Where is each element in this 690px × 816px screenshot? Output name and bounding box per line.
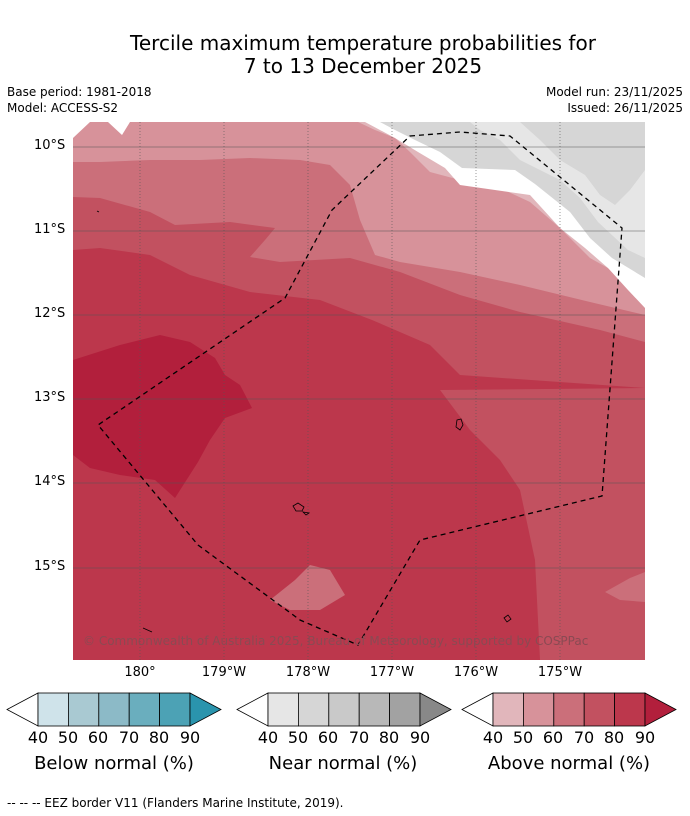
lon-label: 179°W: [201, 665, 247, 680]
above-70-region-south: [440, 388, 645, 660]
meta-right: Model run: 23/11/2025 Issued: 26/11/2025: [546, 84, 683, 116]
tick-label: 50: [287, 728, 309, 747]
tick-label: 70: [348, 728, 370, 747]
issued-date: Issued: 26/11/2025: [567, 101, 683, 115]
above-colorbar-max-arrow: [644, 692, 677, 727]
lat-label: 12°S: [34, 306, 66, 321]
title-line-1: Tercile maximum temperature probabilitie…: [130, 31, 596, 55]
above-60-patch-southeast: [605, 572, 645, 602]
tick-label: 90: [634, 728, 656, 747]
tick-label: 60: [317, 728, 339, 747]
tick-label: 80: [603, 728, 625, 747]
tick-label: 40: [482, 728, 504, 747]
base-period: Base period: 1981-2018: [7, 85, 152, 99]
above-colorbar-segment: [492, 692, 524, 727]
lat-label: 15°S: [34, 559, 66, 574]
tick-label: 50: [57, 728, 79, 747]
near-colorbar-segment: [389, 692, 421, 727]
eez-legend-footer: -- -- -- EEZ border V11 (Flanders Marine…: [7, 796, 344, 810]
below-colorbar-min-arrow: [6, 692, 39, 727]
lon-label: 180°: [124, 665, 156, 680]
lon-label: 176°W: [453, 665, 499, 680]
near-normal-core: [520, 122, 645, 205]
above-colorbar-segment: [614, 692, 646, 727]
lon-label: 175°W: [537, 665, 583, 680]
gridlines: [73, 122, 645, 660]
model-run: Model run: 23/11/2025: [545, 85, 683, 99]
island: [142, 627, 153, 633]
near-normal-title: Near normal (%): [268, 753, 418, 774]
above-colorbar-segment: [523, 692, 555, 727]
tick-label: 80: [148, 728, 170, 747]
near-colorbar-min-arrow: [236, 692, 269, 727]
near-colorbar-segment: [358, 692, 391, 727]
island: [455, 418, 464, 431]
white-notch: [73, 122, 90, 138]
near-colorbar-segment: [267, 692, 299, 727]
below-colorbar-segment: [68, 692, 100, 727]
near-colorbar-segment: [328, 692, 360, 727]
lon-label: 178°W: [285, 665, 331, 680]
below-colorbar-segment: [37, 692, 69, 727]
above-60-patch-south: [270, 565, 345, 610]
island: [292, 502, 305, 512]
below-colorbar-segment: [128, 692, 160, 727]
above-normal-title: Above normal (%): [487, 753, 651, 774]
copyright-notice: © Commonwealth of Australia 2025, Bureau…: [83, 634, 588, 648]
tick-label: 90: [179, 728, 201, 747]
below-colorbar-segment: [98, 692, 130, 727]
above-colorbar-segment: [553, 692, 585, 727]
chart-title: Tercile maximum temperature probabilitie…: [0, 32, 690, 78]
title-line-2: 7 to 13 December 2025: [243, 54, 483, 78]
white-notch-2: [108, 122, 130, 135]
above-colorbar-min-arrow: [461, 692, 494, 727]
colorbars: [6, 692, 677, 727]
tick-label: 80: [378, 728, 400, 747]
above-colorbar-segment: [583, 692, 616, 727]
lat-label: 10°S: [34, 138, 66, 153]
tick-label: 40: [27, 728, 49, 747]
island: [503, 614, 512, 623]
below-colorbar-segment: [159, 692, 191, 727]
lat-label: 14°S: [34, 474, 66, 489]
tick-label: 40: [257, 728, 279, 747]
below-normal-title: Below normal (%): [34, 753, 194, 774]
meta-left: Base period: 1981-2018 Model: ACCESS-S2: [7, 84, 152, 116]
tick-label: 90: [409, 728, 431, 747]
below-colorbar-max-arrow: [189, 692, 222, 727]
map-fill: [73, 122, 645, 660]
tick-label: 50: [512, 728, 534, 747]
above-90-region: [73, 335, 252, 498]
tick-label: 60: [542, 728, 564, 747]
island: [301, 511, 311, 516]
island: [96, 210, 100, 213]
tick-label: 70: [573, 728, 595, 747]
lat-label: 13°S: [34, 390, 66, 405]
near-colorbar-segment: [297, 692, 330, 727]
islands: [96, 210, 512, 633]
lon-label: 177°W: [369, 665, 415, 680]
tick-label: 60: [87, 728, 109, 747]
model-name: Model: ACCESS-S2: [7, 101, 119, 115]
near-colorbar-max-arrow: [419, 692, 452, 727]
lat-label: 11°S: [34, 222, 66, 237]
tick-label: 70: [118, 728, 140, 747]
